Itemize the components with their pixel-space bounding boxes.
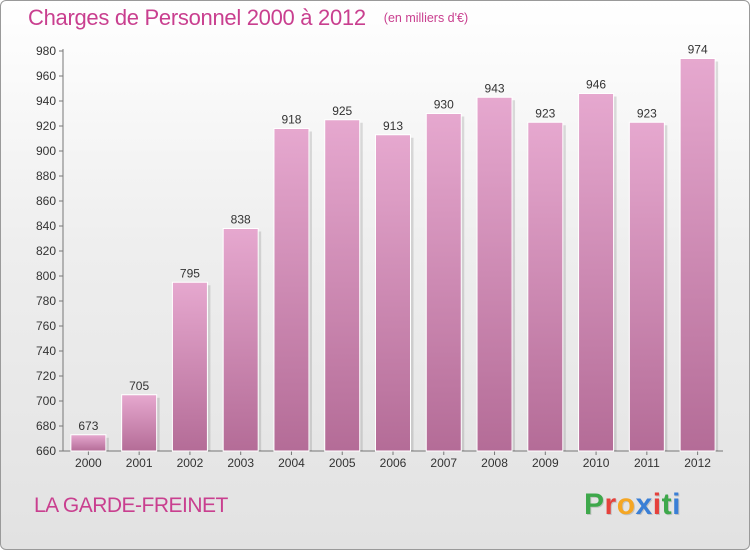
- y-tick-label: 660: [36, 444, 56, 458]
- logo-letter: r: [604, 488, 617, 521]
- data-label: 925: [332, 104, 352, 118]
- bar: [121, 394, 158, 452]
- y-tick-label: 680: [36, 419, 56, 433]
- x-tick-label: 2002: [177, 456, 204, 470]
- x-tick-label: 2008: [481, 456, 508, 470]
- data-label: 930: [434, 98, 454, 112]
- axes: 660 680 700 720 740 760 780 800 820 840 860 880 900 9…: [36, 44, 723, 470]
- data-labels: 673 705 795 838 918 925 913 930 943 923 946 923 974: [78, 43, 708, 433]
- x-tick-label: 2006: [380, 456, 407, 470]
- y-tick-label: 740: [36, 344, 56, 358]
- data-label: 943: [485, 81, 505, 95]
- bar: [171, 281, 208, 452]
- x-tick-label: 2009: [532, 456, 559, 470]
- city-name: LA GARDE-FREINET: [34, 494, 228, 517]
- chart-title: Charges de Personnel 2000 à 2012: [28, 5, 366, 30]
- y-tick-label: 820: [36, 244, 56, 258]
- y-tick-label: 840: [36, 219, 56, 233]
- x-tick-label: 2003: [227, 456, 254, 470]
- logo-letter: P: [584, 488, 605, 521]
- x-tick-label: 2010: [583, 456, 610, 470]
- data-label: 838: [231, 213, 251, 227]
- data-label: 673: [78, 419, 98, 433]
- x-tick-label: 2001: [126, 456, 153, 470]
- y-tick-label: 720: [36, 369, 56, 383]
- bar: [375, 134, 411, 452]
- y-tick-label: 780: [36, 294, 56, 308]
- bar: [222, 228, 259, 452]
- proxiti-logo[interactable]: Proxiti: [584, 488, 681, 522]
- bar: [679, 58, 716, 452]
- data-label: 974: [688, 43, 708, 57]
- logo-letter: o: [616, 488, 636, 521]
- chart-subtitle: (en milliers d'€): [383, 11, 469, 25]
- bar: [578, 93, 615, 452]
- x-tick-label: 2012: [684, 456, 711, 470]
- data-label: 946: [586, 78, 606, 92]
- logo-letter: t: [661, 488, 673, 521]
- x-tick-label: 2000: [75, 456, 102, 470]
- logo-letter: x: [635, 488, 653, 521]
- y-tick-label: 900: [36, 144, 56, 158]
- bar: [324, 119, 361, 452]
- y-tick-label: 700: [36, 394, 56, 408]
- y-tick-label: 920: [36, 119, 56, 133]
- data-label: 923: [535, 106, 555, 120]
- x-tick-label: 2004: [278, 456, 305, 470]
- y-tick-label: 960: [36, 69, 56, 83]
- bar: [273, 128, 310, 452]
- x-tick-label: 2005: [329, 456, 356, 470]
- x-tick-label: 2011: [634, 456, 660, 470]
- bar: [476, 96, 513, 452]
- y-tick-label: 940: [36, 94, 56, 108]
- y-tick-label: 800: [36, 269, 56, 283]
- data-label: 918: [281, 113, 301, 127]
- logo-letter: i: [652, 488, 662, 521]
- bar: [425, 113, 462, 452]
- y-tick-label: 880: [36, 169, 56, 183]
- x-tick-label: 2007: [430, 456, 457, 470]
- data-label: 923: [637, 106, 657, 120]
- logo-letter: i: [672, 488, 681, 521]
- bar: [628, 121, 665, 452]
- data-label: 705: [129, 379, 149, 393]
- y-tick-label: 760: [36, 319, 56, 333]
- data-label: 795: [180, 266, 200, 280]
- y-tick-label: 860: [36, 194, 56, 208]
- bar: [70, 434, 107, 452]
- title-row: Charges de Personnel 2000 à 2012 (en mil…: [28, 5, 468, 31]
- bar: [527, 121, 564, 452]
- y-tick-label: 980: [36, 44, 56, 58]
- bars: [70, 58, 719, 452]
- data-label: 913: [383, 119, 403, 133]
